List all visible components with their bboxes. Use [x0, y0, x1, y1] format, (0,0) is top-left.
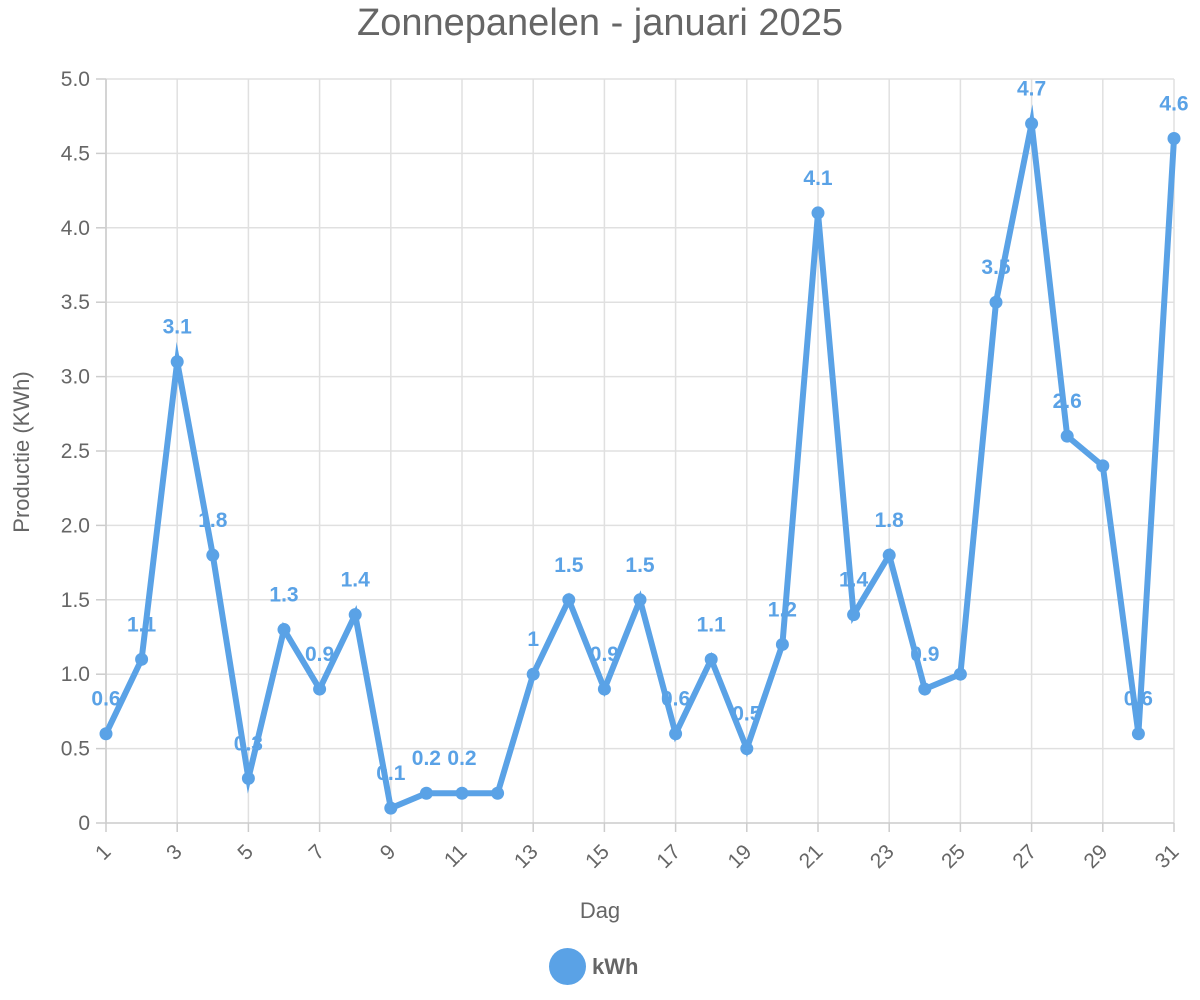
x-tick-label: 1 [91, 840, 116, 865]
data-label: 0.2 [447, 747, 476, 770]
data-point [241, 771, 255, 785]
data-point [1096, 459, 1110, 473]
legend-label-kwh: kWh [592, 953, 639, 979]
y-tick-label: 5.0 [61, 68, 90, 91]
y-tick-label: 0 [78, 812, 90, 835]
data-label: 1.5 [625, 554, 655, 577]
data-label: 1.8 [198, 509, 228, 532]
data-point [135, 652, 149, 666]
x-tick-label: 27 [1008, 840, 1041, 873]
data-point [847, 608, 861, 622]
data-point [989, 295, 1003, 309]
x-tick-label: 5 [233, 840, 258, 865]
data-point [348, 608, 362, 622]
data-label: 1.4 [839, 569, 869, 592]
y-tick-label: 2.0 [61, 514, 90, 537]
data-label: 2.6 [1053, 390, 1082, 413]
data-point [491, 786, 505, 800]
data-point [1167, 132, 1181, 146]
data-label: 0.9 [590, 643, 619, 666]
x-tick-label: 19 [724, 840, 757, 873]
data-point [1131, 727, 1145, 741]
x-tick-label: 21 [795, 840, 828, 873]
series-line-kwh [103, 104, 1177, 813]
data-point [562, 593, 576, 607]
data-label: 1.3 [269, 584, 298, 607]
x-tick-label: 23 [866, 840, 899, 873]
data-label: 0.9 [910, 643, 939, 666]
data-point [455, 786, 469, 800]
y-tick-label: 0.5 [61, 738, 90, 761]
y-tick-label: 1.5 [61, 589, 90, 612]
y-tick-label: 1.0 [61, 663, 90, 686]
data-point [419, 786, 433, 800]
data-label: 1 [527, 628, 539, 651]
data-point [313, 682, 327, 696]
x-tick-label: 3 [162, 840, 187, 865]
x-tick-label: 17 [652, 840, 685, 873]
data-label: 3.5 [981, 256, 1011, 279]
data-point [597, 682, 611, 696]
data-label: 0.1 [376, 762, 406, 785]
data-label: 3.1 [163, 316, 193, 339]
data-point [384, 801, 398, 815]
data-point [918, 682, 932, 696]
data-label: 4.1 [803, 167, 833, 190]
data-label: 4.7 [1017, 78, 1046, 101]
x-tick-label: 9 [376, 840, 401, 865]
y-tick-label: 4.0 [61, 217, 90, 240]
data-label: 0.5 [732, 703, 762, 726]
x-tick-label: 7 [305, 840, 330, 865]
x-axis-title: Dag [579, 898, 621, 923]
data-point [170, 355, 184, 369]
data-point [953, 667, 967, 681]
data-point [99, 727, 113, 741]
data-point [1060, 429, 1074, 443]
x-tick-label: 15 [581, 840, 614, 873]
data-label: 4.6 [1159, 93, 1188, 116]
data-point [1025, 117, 1039, 131]
x-tick-label: 29 [1080, 840, 1113, 873]
data-label: 0.9 [305, 643, 334, 666]
data-label: 0.2 [412, 747, 441, 770]
data-point [526, 667, 540, 681]
data-point [633, 593, 647, 607]
data-point [811, 206, 825, 220]
data-point [704, 652, 718, 666]
x-tick-label: 31 [1151, 840, 1184, 873]
data-point [277, 623, 291, 637]
legend[interactable]: kWh [549, 948, 638, 985]
data-label: 1.4 [341, 569, 371, 592]
y-tick-label: 3.5 [61, 291, 90, 314]
x-tick-label: 13 [510, 840, 543, 873]
chart-title: Zonnepanelen - januari 2025 [357, 2, 843, 44]
y-tick-label: 3.0 [61, 366, 90, 389]
data-point [740, 742, 754, 756]
data-label: 1.8 [875, 509, 905, 532]
data-point [775, 637, 789, 651]
x-tick-label: 11 [440, 840, 472, 872]
y-tick-label: 2.5 [61, 440, 90, 463]
data-label: 1.1 [697, 613, 727, 636]
legend-swatch-kwh [549, 948, 586, 985]
data-label: 0.6 [1124, 688, 1153, 711]
data-label: 1.5 [554, 554, 584, 577]
y-tick-label: 4.5 [61, 142, 90, 165]
x-tick-label: 25 [937, 840, 970, 873]
data-label: 0.6 [661, 688, 690, 711]
data-point [882, 548, 896, 562]
data-point [669, 727, 683, 741]
data-label: 0.3 [234, 732, 263, 755]
data-label: 1.2 [768, 598, 797, 621]
data-point [206, 548, 220, 562]
data-label: 0.6 [91, 688, 120, 711]
data-label: 1.1 [127, 613, 157, 636]
